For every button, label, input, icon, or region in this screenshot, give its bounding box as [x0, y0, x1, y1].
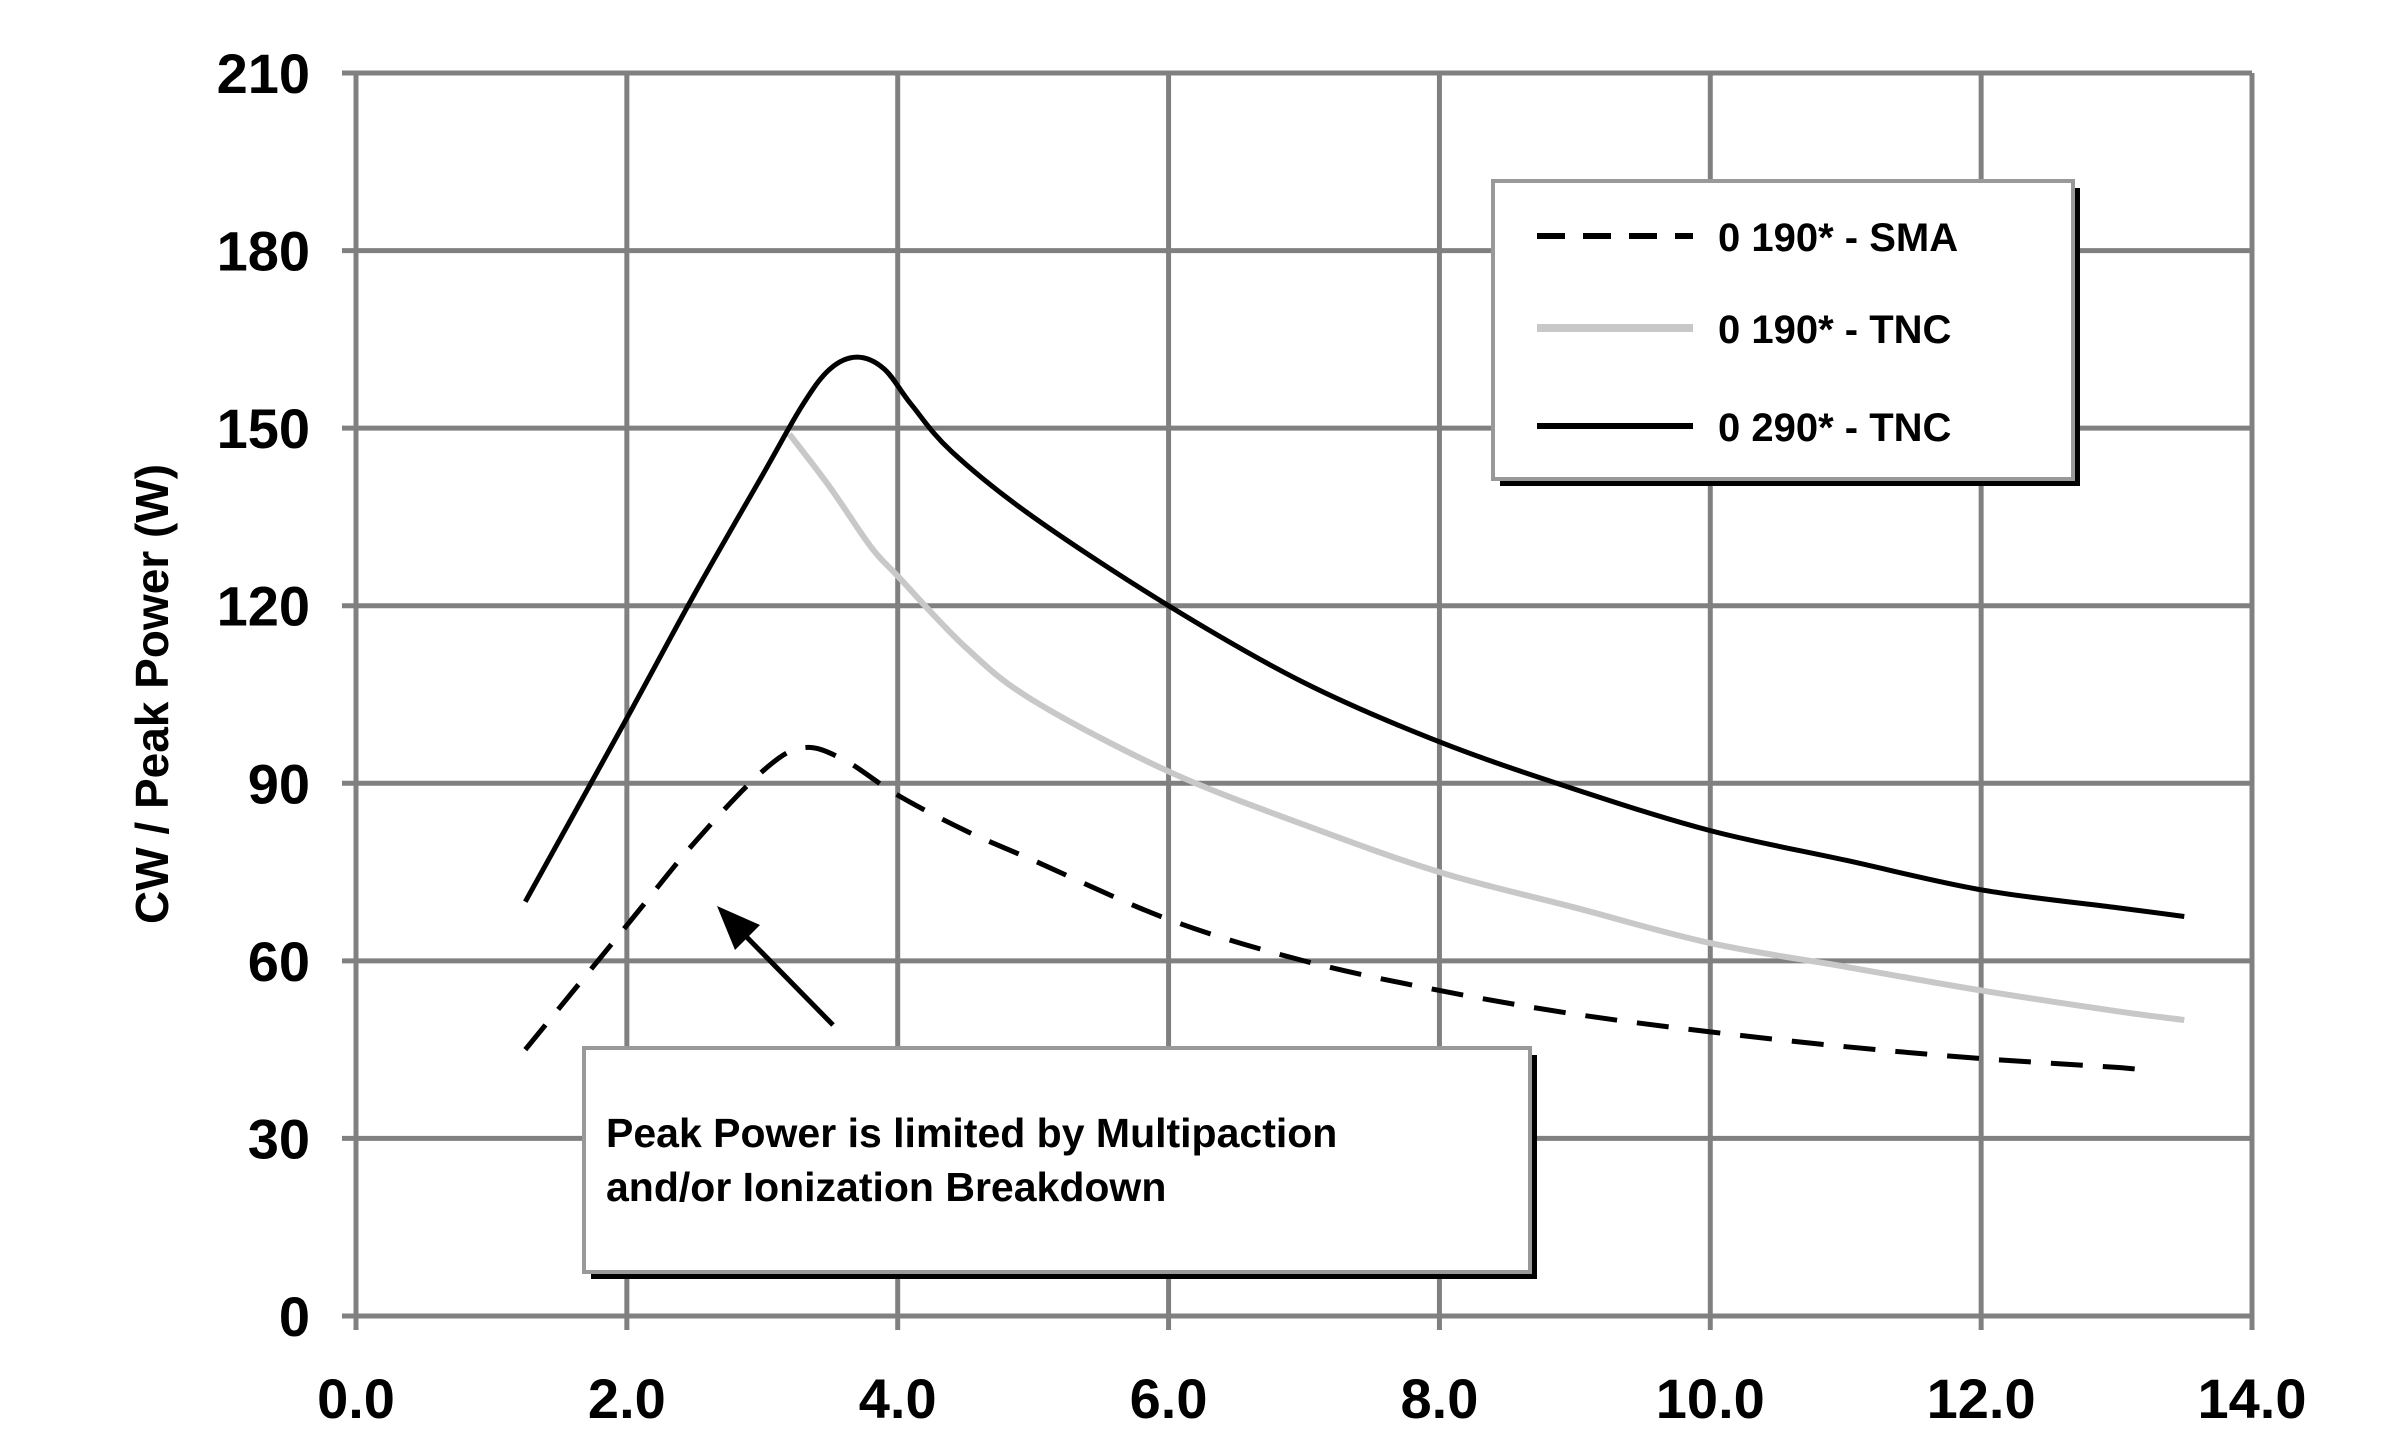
annotation: Peak Power is limited by Multipaction an… — [582, 906, 1537, 1279]
x-tick-label: 10.0 — [1656, 1367, 1765, 1430]
legend: 0 190* - SMA 0 190* - TNC 0 290* - TNC — [1491, 179, 2080, 486]
series-line-2 — [523, 354, 2185, 919]
x-tick-label: 6.0 — [1130, 1367, 1208, 1430]
legend-label: 0 190* - SMA — [1718, 216, 1958, 260]
y-tick-label: 150 — [217, 397, 310, 460]
y-axis-label: CW / Peak Power (W) — [126, 464, 178, 924]
x-tick-label: 12.0 — [1927, 1367, 2036, 1430]
y-tick-label: 180 — [217, 220, 310, 283]
x-tick-label: 8.0 — [1400, 1367, 1478, 1430]
annotation-text-line-1: Peak Power is limited by Multipaction — [606, 1110, 1337, 1156]
y-tick-label: 210 — [217, 42, 310, 105]
legend-label: 0 190* - TNC — [1718, 308, 1951, 352]
y-tick-label: 0 — [279, 1285, 310, 1348]
x-tick-label: 0.0 — [317, 1367, 395, 1430]
arrowhead-icon — [717, 906, 760, 950]
y-tick-label: 30 — [248, 1107, 310, 1170]
y-tick-label: 90 — [248, 752, 310, 815]
y-tick-label: 120 — [217, 575, 310, 638]
x-tick-label: 14.0 — [2198, 1367, 2307, 1430]
x-tick-label: 2.0 — [588, 1367, 666, 1430]
annotation-text-line-2: and/or Ionization Breakdown — [606, 1164, 1166, 1210]
series-line-0 — [523, 744, 2144, 1073]
x-axis-ticks: 0.0 2.0 4.0 6.0 8.0 10.0 12.0 14.0 — [317, 1367, 2306, 1430]
y-tick-label: 60 — [248, 930, 310, 993]
legend-label: 0 290* - TNC — [1718, 406, 1951, 450]
y-axis-ticks: 0 30 60 90 120 150 180 210 — [217, 42, 310, 1348]
series-line-1 — [786, 432, 2185, 1024]
series-lines — [523, 354, 2185, 1073]
x-tick-label: 4.0 — [859, 1367, 937, 1430]
